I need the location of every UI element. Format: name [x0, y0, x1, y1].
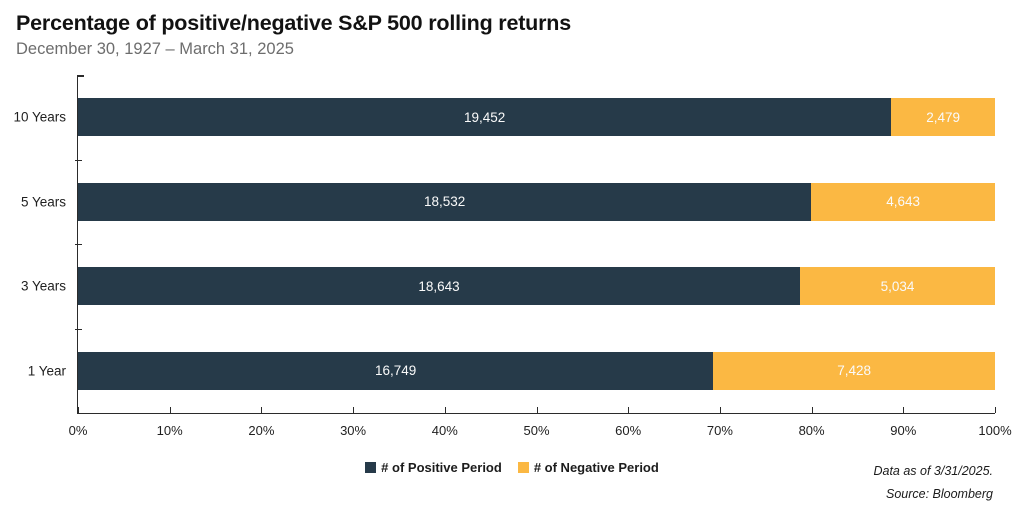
category-label: 5 Years — [20, 194, 66, 210]
x-axis-tick-label: 100% — [978, 423, 1012, 438]
x-axis-tick — [444, 407, 446, 413]
x-axis-tick — [169, 407, 171, 413]
bar-segment: 16,749 — [78, 351, 714, 390]
x-axis-tick — [628, 407, 630, 413]
bar-segment: 7,428 — [713, 351, 995, 390]
bar-value-label: 2,479 — [926, 109, 961, 125]
category-label: 3 Years — [20, 278, 66, 294]
x-axis-tick — [261, 407, 263, 413]
x-axis-tick-label: 90% — [890, 423, 917, 438]
plot-area: 10 Years 19,452 2,479 5 Years 18,532 4,643 3 Y… — [13, 75, 1012, 438]
x-axis-tick — [995, 407, 996, 413]
source-text: Source: Bloomberg — [885, 486, 993, 501]
bar-segment: 18,643 — [78, 267, 801, 306]
data-as-of-text: Data as of 3/31/2025. — [873, 464, 993, 478]
legend-label: # of Negative Period — [533, 460, 659, 475]
x-axis-tick — [536, 407, 538, 413]
bar-segment: 5,034 — [800, 267, 995, 306]
x-axis-tick-label: 0% — [68, 423, 88, 438]
bar-row: 10 Years 19,452 2,479 — [13, 98, 995, 137]
legend: # of Positive Period # of Negative Period — [0, 460, 1024, 475]
legend-swatch-icon — [517, 462, 529, 473]
bar-value-label: 5,034 — [880, 278, 915, 294]
y-axis-cap-tick — [78, 75, 84, 77]
x-axis-tick-label: 40% — [431, 423, 458, 438]
bar-value-label: 18,532 — [423, 194, 466, 210]
x-axis-tick — [353, 407, 355, 413]
bar-segment: 18,532 — [78, 182, 812, 221]
bar-value-label: 19,452 — [464, 109, 506, 125]
x-axis-tick-label: 30% — [340, 423, 367, 438]
legend-item: # of Positive Period — [365, 460, 502, 475]
legend-item: # of Negative Period — [517, 460, 659, 475]
category-label: 1 Year — [27, 363, 66, 379]
bar-value-label: 16,749 — [374, 363, 417, 379]
x-axis-tick-label: 60% — [615, 423, 642, 438]
bar-value-label: 18,643 — [418, 278, 460, 294]
y-axis-tick — [75, 328, 82, 330]
y-axis-tick — [75, 244, 82, 245]
x-axis-tick-label: 50% — [523, 423, 550, 438]
y-axis-tick — [75, 159, 82, 161]
chart-subtitle: December 30, 1927 – March 31, 2025 — [16, 40, 294, 58]
bar-row: 5 Years 18,532 4,643 — [21, 182, 995, 221]
chart-title: Percentage of positive/negative S&P 500 … — [16, 11, 571, 35]
bar-segment: 19,452 — [78, 98, 892, 137]
bar-row: 1 Year 16,749 7,428 — [28, 351, 995, 390]
bar-value-label: 4,643 — [886, 194, 921, 210]
bar-segment: 2,479 — [891, 98, 995, 137]
legend-label: # of Positive Period — [381, 460, 502, 475]
x-axis-tick — [903, 407, 905, 413]
x-axis-tick — [811, 407, 813, 413]
x-axis-tick-label: 10% — [156, 423, 183, 438]
bar-value-label: 7,428 — [837, 363, 872, 379]
x-axis-tick-label: 80% — [798, 423, 825, 438]
x-axis-tick — [78, 407, 79, 413]
legend-swatch-icon — [365, 462, 377, 473]
x-axis-tick-label: 70% — [706, 423, 733, 438]
x-axis-tick-label: 20% — [248, 423, 275, 438]
x-axis-tick — [719, 407, 721, 413]
category-label: 10 Years — [13, 109, 66, 125]
source-note: Data as of 3/31/2025. Source: Bloomberg — [873, 460, 993, 505]
bar-segment: 4,643 — [811, 182, 995, 221]
bar-row: 3 Years 18,643 5,034 — [21, 267, 995, 306]
